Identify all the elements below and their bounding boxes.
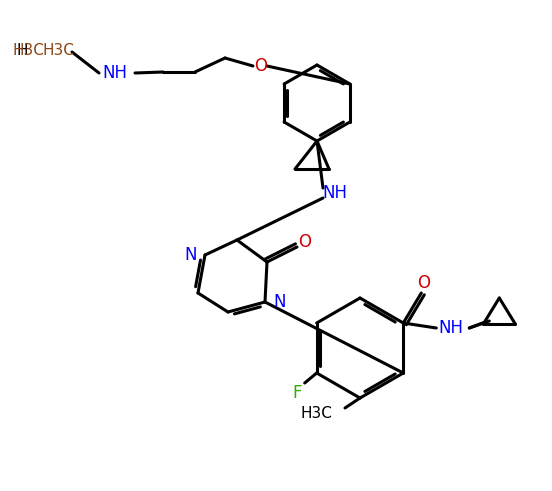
Text: H3C: H3C xyxy=(12,43,44,57)
Text: O: O xyxy=(254,57,268,75)
Text: H: H xyxy=(17,43,28,57)
Text: O: O xyxy=(299,233,311,251)
Text: N: N xyxy=(273,293,285,311)
Text: NH: NH xyxy=(103,64,128,82)
Text: N: N xyxy=(184,246,197,264)
Text: F: F xyxy=(292,384,301,402)
Text: NH: NH xyxy=(439,319,464,337)
Text: NH: NH xyxy=(322,184,348,202)
Text: H3C: H3C xyxy=(42,43,74,57)
Text: O: O xyxy=(417,274,430,292)
Text: H3C: H3C xyxy=(300,406,332,420)
